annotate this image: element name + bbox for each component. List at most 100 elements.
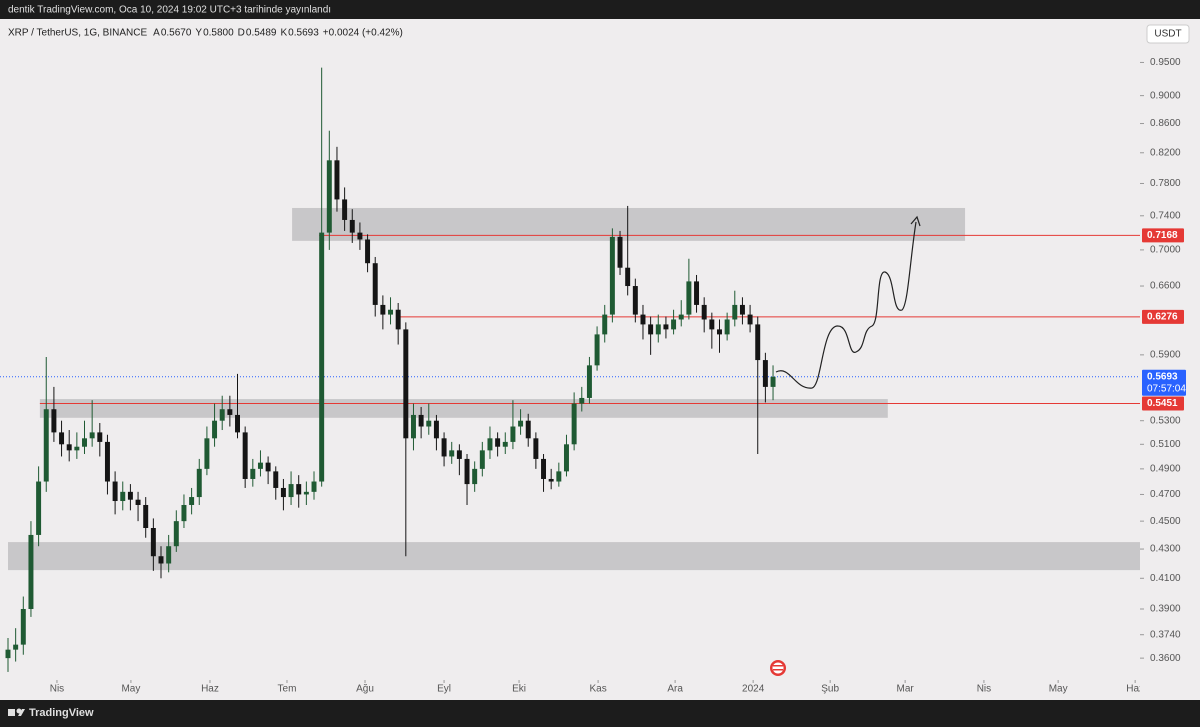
candle-body: [479, 450, 485, 469]
ohlc-key: D: [238, 28, 245, 39]
candle-body: [426, 420, 432, 427]
candle-body: [586, 365, 592, 398]
price-axis-panel: [1140, 20, 1200, 700]
candle-body: [189, 497, 195, 505]
candle-body: [326, 160, 332, 233]
y-tick-label: 0.8600: [1150, 118, 1181, 129]
candle-body: [663, 324, 669, 330]
y-tick-label: 0.4900: [1150, 464, 1181, 475]
candle-body: [112, 481, 118, 502]
ohlc-value: 0.5489: [246, 28, 277, 39]
candle-body: [242, 432, 248, 479]
candle-body: [701, 304, 707, 320]
candle-body: [166, 546, 172, 564]
candle-body: [617, 236, 623, 268]
candle-body: [548, 478, 554, 482]
candle-body: [632, 286, 638, 315]
y-tick-label: 0.9000: [1150, 90, 1181, 101]
level-price-box: [1142, 228, 1184, 243]
x-tick-label: Mar: [897, 684, 915, 695]
candle-body: [671, 319, 677, 330]
tradingview-logo: [8, 708, 25, 716]
ohlc-value: 0.5670: [161, 28, 192, 39]
x-tick-label: Haz: [1126, 684, 1144, 695]
candle-body: [380, 304, 386, 315]
candle-body: [571, 403, 577, 445]
change: +0.0024 (+0.42%): [323, 28, 403, 39]
candle-body: [227, 409, 233, 415]
plot-area: [0, 67, 1141, 672]
zone: [292, 207, 966, 241]
candle-body: [104, 441, 110, 482]
legend: XRP / TetherUS, 1G, BINANCE: [8, 28, 147, 39]
level-price-label: 0.7168: [1147, 230, 1178, 241]
candle-body: [235, 414, 240, 433]
level-price-label: 0.6276: [1147, 312, 1178, 323]
y-tick-label: 0.8200: [1150, 147, 1181, 158]
currency-label[interactable]: USDT: [1154, 29, 1181, 40]
projection-arrowhead: [910, 215, 921, 227]
candle-body: [648, 324, 654, 335]
candle-body: [150, 528, 156, 557]
candle-body: [357, 232, 363, 240]
candle-body: [265, 462, 271, 472]
candle-body: [410, 414, 416, 439]
y-tick-label: 0.3600: [1150, 653, 1181, 664]
candle-body: [280, 487, 286, 498]
candle-body: [120, 491, 126, 502]
candle-body: [694, 281, 700, 305]
candle-body: [755, 324, 761, 361]
y-tick-label: 0.7800: [1150, 178, 1181, 189]
candle-body: [594, 334, 600, 366]
candle-body: [273, 471, 279, 488]
x-tick-label: Nis: [977, 684, 991, 695]
candle-body: [388, 309, 394, 315]
last-price-label: 0.5693: [1147, 371, 1178, 382]
candle-body: [541, 458, 547, 479]
level-price-box: [1142, 396, 1184, 411]
x-tick-label: Nis: [50, 684, 64, 695]
ohlc-key: Y: [195, 28, 202, 39]
x-tick-label: Şub: [821, 684, 839, 695]
candle-body: [212, 420, 218, 439]
candle-body: [97, 432, 103, 442]
candle-body: [739, 304, 745, 315]
candle-body: [196, 468, 202, 498]
candle-body: [20, 608, 26, 645]
candle-body: [372, 263, 378, 305]
candle-body: [525, 420, 531, 439]
candle-body: [556, 471, 562, 482]
candle-body: [762, 360, 768, 387]
candle-body: [686, 281, 692, 315]
x-tick-label: Haz: [201, 684, 219, 695]
ohlc-value: 0.5800: [203, 28, 234, 39]
candle-body: [311, 481, 317, 492]
candle-body: [89, 432, 95, 439]
candle-body: [296, 484, 302, 495]
y-tick-label: 0.4500: [1150, 516, 1181, 527]
y-tick-label: 0.4700: [1150, 489, 1181, 500]
candle-body: [66, 444, 72, 451]
candle-body: [678, 314, 684, 320]
x-tick-label: Eki: [512, 684, 526, 695]
x-tick-label: May: [1049, 684, 1068, 695]
candle-body: [204, 438, 210, 469]
candle-body: [349, 219, 355, 233]
y-tick-label: 0.5100: [1150, 439, 1181, 450]
currency-button[interactable]: [1146, 24, 1190, 44]
candle-body: [770, 376, 776, 387]
y-tick-label: 0.7000: [1150, 245, 1181, 256]
candle-body: [257, 462, 263, 469]
y-tick-label: 0.5300: [1150, 415, 1181, 426]
candle-body: [487, 438, 493, 451]
candle-body: [502, 441, 508, 447]
y-tick-label: 0.4100: [1150, 573, 1181, 584]
x-tick-label: 2024: [742, 684, 765, 695]
candle-body: [59, 432, 65, 445]
candle-body: [158, 556, 164, 564]
candle-body: [250, 468, 256, 479]
candle-body: [441, 438, 447, 457]
